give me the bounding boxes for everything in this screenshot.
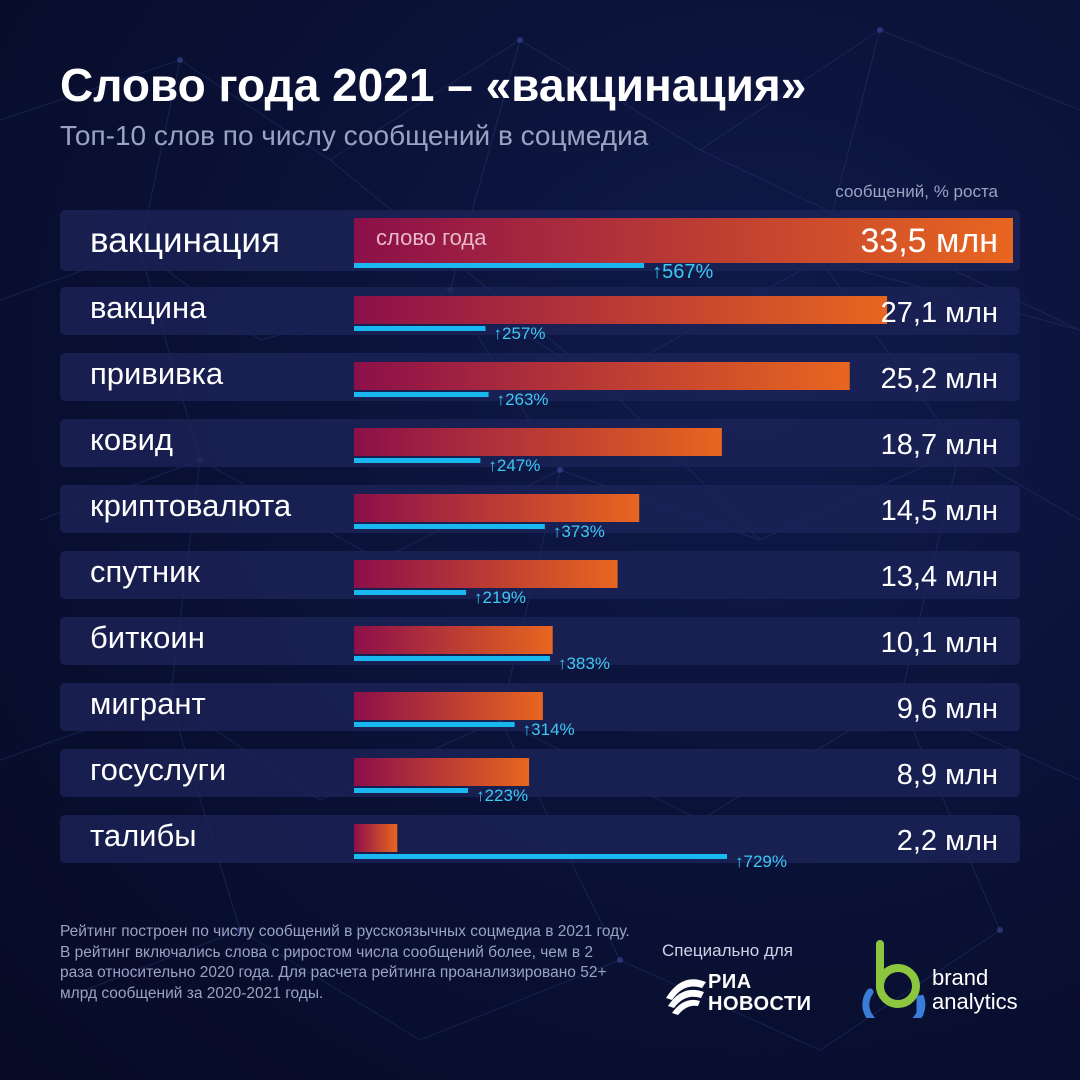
value-bar bbox=[354, 296, 888, 324]
ba-logo-line2: analytics bbox=[932, 989, 1018, 1014]
category-label: госуслуги bbox=[90, 752, 226, 787]
value-label: 18,7 млн bbox=[881, 429, 998, 461]
value-bar bbox=[354, 218, 1013, 263]
category-label: вакцинация bbox=[90, 221, 280, 260]
value-bar bbox=[354, 824, 398, 852]
growth-label: ↑567% bbox=[652, 261, 713, 283]
ria-novosti-logo-icon bbox=[666, 979, 706, 1015]
special-for-label: Специально для bbox=[662, 941, 794, 960]
value-label: 9,6 млн bbox=[897, 693, 998, 725]
category-label: мигрант bbox=[90, 686, 206, 721]
footnote: Рейтинг построен по числу сообщений в ру… bbox=[60, 923, 630, 1002]
chart-row: ковид 18,7 млн ↑247% bbox=[60, 419, 1020, 475]
growth-line bbox=[354, 788, 469, 793]
growth-label: ↑223% bbox=[476, 786, 528, 805]
growth-line bbox=[354, 656, 550, 661]
page-subtitle: Топ-10 слов по числу сообщений в соцмеди… bbox=[60, 120, 649, 151]
growth-label: ↑373% bbox=[553, 522, 605, 541]
category-label: вакцина bbox=[90, 290, 207, 325]
growth-label: ↑263% bbox=[497, 390, 549, 409]
growth-line bbox=[354, 722, 515, 727]
row-background bbox=[60, 815, 1020, 863]
chart-row: талибы 2,2 млн ↑729% bbox=[60, 815, 1020, 871]
category-label: биткоин bbox=[90, 620, 205, 655]
chart-row: госуслуги 8,9 млн ↑223% bbox=[60, 749, 1020, 805]
row-background bbox=[60, 749, 1020, 797]
growth-label: ↑257% bbox=[493, 324, 545, 343]
value-label: 8,9 млн bbox=[897, 759, 998, 791]
ria-logo-line1: РИА bbox=[708, 971, 752, 993]
page-title: Слово года 2021 – «вакцинация» bbox=[60, 59, 807, 111]
growth-line bbox=[354, 854, 727, 859]
chart-row: вакцина 27,1 млн ↑257% bbox=[60, 287, 1020, 343]
value-label: 33,5 млн bbox=[860, 222, 998, 260]
value-bar bbox=[354, 560, 618, 588]
value-bar bbox=[354, 758, 530, 786]
chart-row: вакцинация 33,5 млн ↑567% слово года bbox=[60, 210, 1020, 283]
value-label: 13,4 млн bbox=[881, 561, 998, 593]
growth-line bbox=[354, 590, 467, 595]
chart-row: мигрант 9,6 млн ↑314% bbox=[60, 683, 1020, 739]
value-bar bbox=[354, 626, 553, 654]
chart-row: спутник 13,4 млн ↑219% bbox=[60, 551, 1020, 607]
value-bar bbox=[354, 692, 543, 720]
value-label: 10,1 млн bbox=[881, 627, 998, 659]
growth-label: ↑247% bbox=[488, 456, 540, 475]
value-label: 14,5 млн bbox=[881, 495, 998, 527]
growth-line bbox=[354, 392, 489, 397]
value-bar bbox=[354, 362, 850, 390]
chart-row: прививка 25,2 млн ↑263% bbox=[60, 353, 1020, 409]
category-label: ковид bbox=[90, 422, 173, 457]
growth-label: ↑314% bbox=[523, 720, 575, 739]
value-label: 25,2 млн bbox=[881, 363, 998, 395]
category-label: прививка bbox=[90, 356, 224, 391]
chart-row: криптовалюта 14,5 млн ↑373% bbox=[60, 485, 1020, 541]
value-label: 2,2 млн bbox=[897, 825, 998, 857]
category-label: спутник bbox=[90, 554, 200, 589]
growth-label: ↑219% bbox=[474, 588, 526, 607]
value-label: 27,1 млн bbox=[881, 297, 998, 329]
value-bar bbox=[354, 428, 722, 456]
growth-line bbox=[354, 458, 481, 463]
ria-logo-line2: НОВОСТИ bbox=[708, 993, 812, 1015]
growth-label: ↑729% bbox=[735, 852, 787, 871]
growth-line bbox=[354, 326, 486, 331]
ba-logo-line1: brand bbox=[932, 965, 989, 990]
category-label: талибы bbox=[90, 818, 197, 853]
category-label: криптовалюта bbox=[90, 488, 292, 523]
growth-line bbox=[354, 524, 545, 529]
word-of-year-badge: слово года bbox=[376, 225, 487, 250]
chart-row: биткоин 10,1 млн ↑383% bbox=[60, 617, 1020, 673]
value-bar bbox=[354, 494, 640, 522]
units-label: сообщений, % роста bbox=[835, 182, 998, 201]
growth-label: ↑383% bbox=[558, 654, 610, 673]
growth-line bbox=[354, 263, 645, 268]
brand-analytics-logo-icon bbox=[862, 940, 926, 1018]
